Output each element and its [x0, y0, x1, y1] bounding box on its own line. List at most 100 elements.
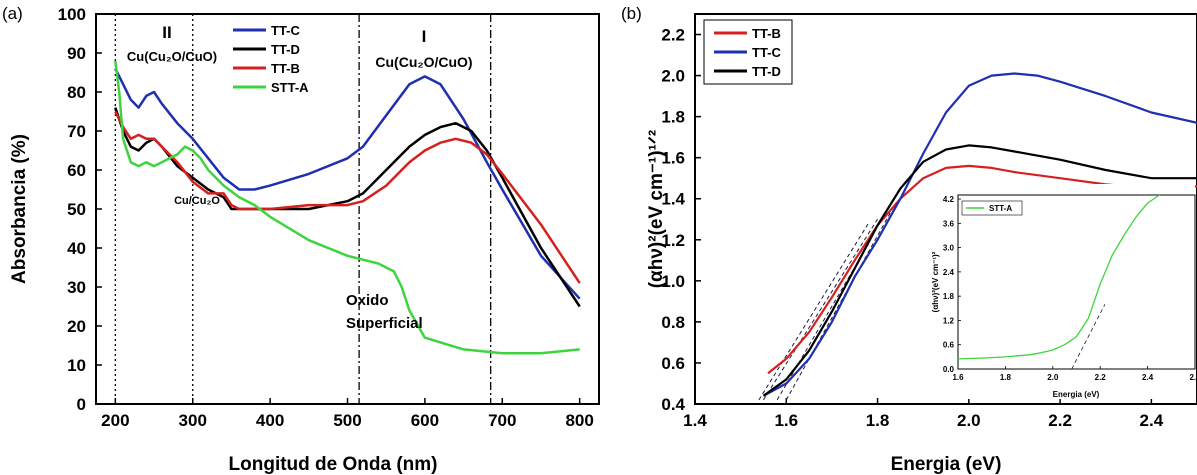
x-tick-label: 2.0: [1047, 373, 1059, 382]
y-tick-label: 1.8: [943, 292, 955, 301]
chart-a-vlines: [114, 14, 492, 404]
chart-a-legend-label: TT-B: [271, 61, 300, 76]
y-tick-label: 1.0: [661, 272, 685, 291]
x-tick-label: 2.4: [1142, 373, 1154, 382]
y-tick-label: 80: [67, 83, 86, 102]
y-tick-label: 0.6: [661, 354, 685, 373]
x-tick-label: 1.8: [866, 411, 890, 430]
cu-cu2o-label: Cu/Cu₂O: [174, 195, 220, 207]
fit-line: [1071, 304, 1106, 370]
region-i-label: Cu(Cu₂O/CuO): [375, 54, 472, 70]
chart-a-legend: TT-C TT-D TT-B STT-A: [233, 23, 309, 95]
fit-line: [763, 218, 878, 401]
x-tick-label: 200: [101, 411, 129, 430]
x-tick-label: 1.8: [1000, 373, 1012, 382]
y-tick-label: 2.4: [943, 268, 955, 277]
chart-b-xlabel: Energia (eV): [891, 454, 1002, 475]
chart-b-legend-label: TT-D: [752, 64, 781, 79]
chart-b-frame: [694, 13, 1197, 405]
x-tick-label: 500: [333, 411, 361, 430]
chart-b-legend: TT-B TT-C TT-D: [703, 19, 793, 85]
y-tick-label: 1.4: [661, 190, 685, 209]
x-tick-label: 1.6: [952, 373, 964, 382]
y-tick-label: 30: [67, 278, 86, 297]
y-tick-label: 3.6: [943, 219, 955, 228]
chart-a-series-tt-c: [114, 68, 581, 300]
y-tick-label: 1.6: [661, 149, 685, 168]
x-tick-label: 2.0: [957, 411, 981, 430]
chart-a-series: [114, 60, 581, 355]
inset-ylabel: (αhν)²(eV cm⁻¹)²: [931, 251, 940, 312]
y-tick-label: 3.0: [943, 244, 955, 253]
chart-a-frame: [95, 13, 600, 405]
x-tick-label: 2.4: [1140, 411, 1164, 430]
oxido-label: Oxido: [346, 292, 389, 309]
chart-a-series-stt-a: [114, 60, 580, 355]
chart-b-ticks: 1.4 1.6 1.8 2.0 2.2 2.4 0.4 0.6 0.8 1.0 1.2 1.4 1.6 1…: [661, 26, 1163, 430]
chart-b-legend-label: TT-C: [752, 45, 781, 60]
inset-legend-label: STT-A: [989, 204, 1012, 213]
chart-b-inset: 1.6 1.8 2.0 2.2 2.4 2.6 0.0 0.6 1.2 1.8 2.4 3.0 3.6 4…: [930, 184, 1197, 399]
chart-a-series-tt-d: [114, 107, 581, 308]
x-tick-label: 2.2: [1095, 373, 1107, 382]
chart-b-fit-lines: [758, 202, 897, 401]
inset-frame: [957, 194, 1196, 370]
y-tick-label: 4.2: [943, 195, 955, 204]
y-tick-label: 100: [58, 5, 86, 24]
inset-ticks: 1.6 1.8 2.0 2.2 2.4 2.6 0.0 0.6 1.2 1.8 2.4 3.0 3.6 4…: [943, 195, 1197, 382]
inset-background: [930, 184, 1195, 399]
chart-a-series-tt-b: [114, 110, 581, 284]
y-tick-label: 0.0: [943, 365, 955, 374]
superficial-label: Superficial: [346, 315, 423, 332]
y-tick-label: 1.2: [943, 316, 955, 325]
chart-b-legend-label: TT-B: [752, 26, 781, 41]
x-tick-label: 1.6: [774, 411, 798, 430]
inset-legend: STT-A: [961, 200, 1023, 216]
x-tick-label: 1.4: [683, 411, 707, 430]
y-tick-label: 40: [67, 239, 86, 258]
chart-a-legend-label: STT-A: [271, 80, 309, 95]
y-tick-label: 90: [67, 44, 86, 63]
y-tick-label: 0.4: [661, 395, 685, 414]
chart-b-series-tt-d: [762, 144, 1197, 397]
y-tick-label: 20: [67, 317, 86, 336]
panel-b-label: (b): [621, 4, 642, 23]
chart-a-legend-label: TT-D: [271, 42, 300, 57]
x-tick-label: 2.6: [1189, 373, 1197, 382]
x-tick-label: 2.2: [1048, 411, 1072, 430]
x-tick-label: 400: [256, 411, 284, 430]
x-tick-label: 600: [411, 411, 439, 430]
y-tick-label: 2.0: [661, 67, 685, 86]
y-tick-label: 1.8: [661, 108, 685, 127]
inset-series-stt-a: [957, 194, 1160, 360]
region-ii-label: Cu(Cu₂O/CuO): [127, 49, 217, 64]
panel-a-label: (a): [2, 4, 23, 23]
chart-a: 200 300 400 500 600 700 800 0 10 20 30 40 50 60 70 80 90…: [9, 5, 600, 475]
chart-b-series-tt-c: [762, 72, 1197, 397]
inset-series: [957, 194, 1160, 360]
x-tick-label: 300: [179, 411, 207, 430]
y-tick-label: 0: [77, 395, 86, 414]
chart-b: 1.4 1.6 1.8 2.0 2.2 2.40.40.60.81.01.21.41.61…: [646, 13, 1197, 475]
chart-a-ticks: 200 300 400 500 600 700 800 0 10 20 30 40 50 60 70 80 90…: [58, 5, 594, 430]
inset-xlabel: Energia (eV): [1053, 390, 1100, 399]
chart-a-xlabel: Longitud de Onda (nm): [229, 454, 438, 475]
y-tick-label: 0.8: [661, 313, 685, 332]
inset-legend-frame: [961, 200, 1023, 216]
fit-line: [758, 223, 869, 401]
y-tick-label: 2.2: [661, 26, 685, 45]
region-ii-numeral: II: [162, 23, 171, 42]
chart-b-series-tt-b: [767, 164, 1197, 375]
y-tick-label: 1.2: [661, 231, 685, 250]
y-tick-label: 70: [67, 122, 86, 141]
inset-fit-lines: [1071, 304, 1106, 370]
chart-b-ylabel: (αhν)²(eV cm⁻¹)¹ᐟ²: [646, 130, 667, 289]
y-tick-label: 60: [67, 161, 86, 180]
chart-a-legend-label: TT-C: [271, 23, 300, 38]
region-i-numeral: I: [422, 27, 427, 46]
y-tick-label: 0.6: [943, 341, 955, 350]
y-tick-label: 10: [67, 356, 86, 375]
x-tick-label: 700: [488, 411, 516, 430]
x-tick-label: 800: [565, 411, 593, 430]
